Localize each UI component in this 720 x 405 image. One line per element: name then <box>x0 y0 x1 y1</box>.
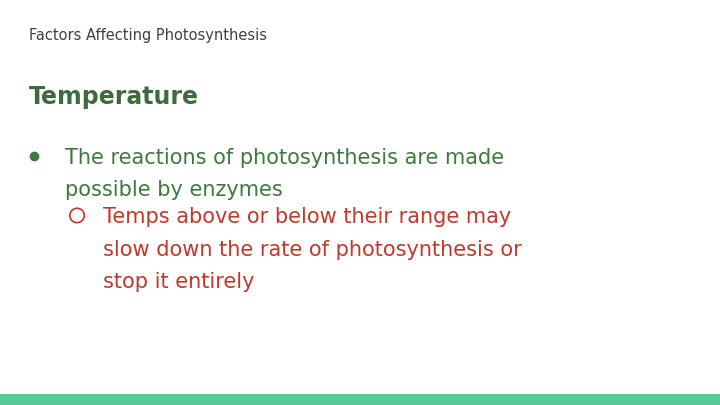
Text: possible by enzymes: possible by enzymes <box>65 180 282 200</box>
Text: stop it entirely: stop it entirely <box>103 272 254 292</box>
Bar <box>0 394 720 405</box>
Text: slow down the rate of photosynthesis or: slow down the rate of photosynthesis or <box>103 240 522 260</box>
Text: Factors Affecting Photosynthesis: Factors Affecting Photosynthesis <box>29 28 267 43</box>
Text: Temps above or below their range may: Temps above or below their range may <box>103 207 511 227</box>
Text: The reactions of photosynthesis are made: The reactions of photosynthesis are made <box>65 148 504 168</box>
Text: Temperature: Temperature <box>29 85 199 109</box>
